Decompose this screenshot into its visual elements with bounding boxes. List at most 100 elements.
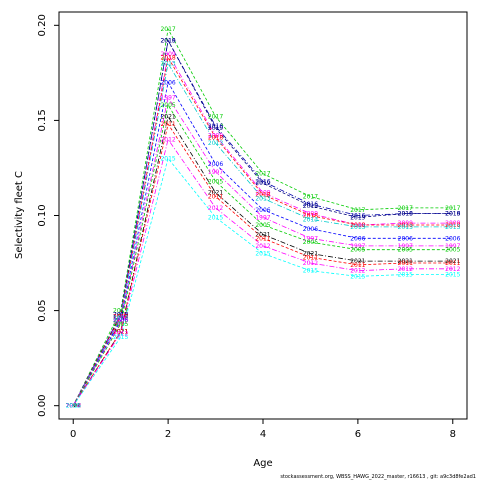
point-label: 2017: [303, 193, 318, 200]
point-label: 2018: [160, 55, 175, 62]
point-label: 2006: [160, 79, 175, 86]
point-label: 2017: [160, 26, 175, 33]
point-label: 2015: [208, 214, 223, 221]
point-label: 2013: [255, 195, 270, 202]
point-label: 2009: [398, 220, 413, 227]
point-label: 2021: [303, 251, 318, 258]
series-line-2019: [72, 39, 453, 406]
point-label: 2011: [208, 193, 223, 200]
point-label: 1997: [208, 169, 223, 176]
point-label: 2009: [255, 190, 270, 197]
point-label: 2005: [160, 102, 175, 109]
point-label: 2017: [113, 308, 128, 315]
footer-text: stockassessment.org, WBSS_HAWG_2022_mast…: [280, 474, 476, 480]
point-label: 2019: [398, 211, 413, 218]
point-label: 2021: [66, 403, 81, 410]
point-label: 2015: [398, 271, 413, 278]
point-label: 2016: [350, 213, 365, 220]
point-label: 2016: [66, 403, 81, 410]
point-label: 2009: [66, 403, 81, 410]
point-label: 2018: [66, 403, 81, 410]
point-label: 2019: [303, 203, 318, 210]
point-label: 2012: [208, 205, 223, 212]
point-label: 2017: [255, 171, 270, 178]
point-label: 2011: [398, 260, 413, 267]
x-tick-label: 0: [70, 429, 76, 440]
series-line-2013: [72, 62, 453, 406]
point-label: 2016: [160, 38, 175, 45]
point-label: 2016: [255, 178, 270, 185]
point-label: 2009: [303, 211, 318, 218]
point-label: 2016: [113, 311, 128, 318]
x-tick-label: 2: [165, 429, 171, 440]
point-label: 2009: [113, 313, 128, 320]
point-label: 2005: [350, 247, 365, 254]
y-tick-label: 0.05: [37, 299, 48, 321]
point-label: 2019: [66, 403, 81, 410]
point-label: 1997: [398, 243, 413, 250]
y-axis-label: Selectivity fleet C: [14, 171, 25, 259]
point-label: 2013: [113, 315, 128, 322]
point-label: 2015: [350, 273, 365, 280]
point-label: 2017: [66, 403, 81, 410]
point-label: 2019: [350, 214, 365, 221]
series-line-1997: [72, 96, 453, 406]
point-label: 1997: [303, 235, 318, 242]
series-line-2012: [72, 138, 453, 406]
point-label: 2018: [350, 222, 365, 229]
point-label: 2012: [445, 266, 460, 273]
point-label: 2021: [160, 114, 175, 121]
series-line-2005: [72, 104, 453, 406]
point-label: 2006: [303, 226, 318, 233]
point-label: 2017: [398, 205, 413, 212]
point-label: 2019: [255, 180, 270, 187]
y-tick-label: 0.00: [37, 395, 48, 417]
point-label: 2016: [398, 211, 413, 218]
point-label: 2018: [208, 135, 223, 142]
point-label: 2009: [445, 220, 460, 227]
point-label: 2011: [113, 329, 128, 336]
point-label: 2005: [113, 321, 128, 328]
point-label: 2013: [208, 140, 223, 147]
point-label: 2005: [255, 222, 270, 229]
point-label: 1997: [66, 403, 81, 410]
point-label: 2005: [303, 239, 318, 246]
point-label: 2018: [445, 222, 460, 229]
series-line-2015: [72, 157, 453, 406]
point-label: 2011: [66, 403, 81, 410]
point-label: 2011: [350, 262, 365, 269]
point-label: 2019: [160, 38, 175, 45]
point-label: 1997: [113, 319, 128, 326]
point-label: 2019: [208, 125, 223, 132]
y-tick-label: 0.15: [37, 109, 48, 131]
point-label: 2013: [350, 224, 365, 231]
point-label: 2009: [208, 133, 223, 140]
point-label: 2017: [350, 207, 365, 214]
point-label: 2005: [398, 247, 413, 254]
point-label: 2012: [255, 243, 270, 250]
point-label: 2017: [208, 114, 223, 121]
x-tick-label: 6: [355, 429, 361, 440]
point-label: 2011: [160, 121, 175, 128]
point-label: 2016: [208, 123, 223, 130]
point-label: 2018: [255, 192, 270, 199]
point-label: 2006: [113, 317, 128, 324]
point-label: 2013: [398, 224, 413, 231]
point-label: 2005: [445, 247, 460, 254]
point-label: 2021: [255, 232, 270, 239]
point-label: 2012: [160, 136, 175, 143]
point-label: 2012: [350, 268, 365, 275]
point-label: 2006: [208, 161, 223, 168]
point-label: 1997: [160, 95, 175, 102]
point-label: 2006: [66, 403, 81, 410]
point-label: 2021: [445, 258, 460, 265]
point-label: 2015: [445, 271, 460, 278]
point-label: 2015: [160, 155, 175, 162]
point-label: 2011: [445, 260, 460, 267]
point-label: 2012: [398, 266, 413, 273]
point-label: 2005: [66, 403, 81, 410]
point-label: 1997: [350, 243, 365, 250]
point-label: 2017: [445, 205, 460, 212]
point-label: 2011: [303, 254, 318, 261]
